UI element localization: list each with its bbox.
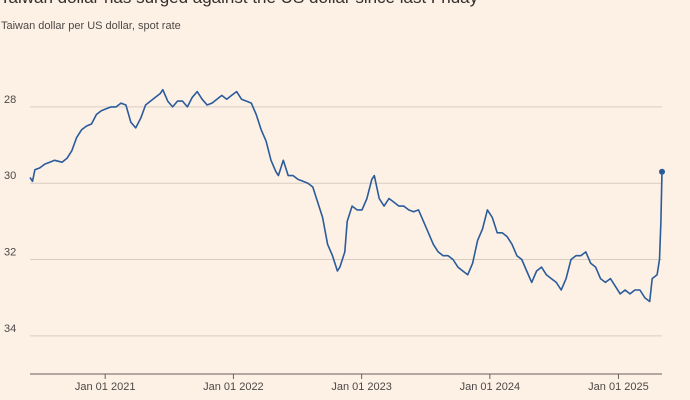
y-tick-label: 34	[4, 323, 16, 335]
x-axis: Jan 01 2021 Jan 01 2022 Jan 01 2023 Jan 01 …	[30, 373, 662, 393]
x-tick-label: Jan 01 2023	[331, 381, 392, 393]
y-axis: 28 30 32 34	[4, 94, 16, 335]
x-tick-label: Jan 01 2021	[75, 381, 136, 393]
gridlines	[30, 106, 662, 337]
x-tick-label: Jan 01 2025	[588, 381, 649, 393]
y-tick-label: 30	[4, 170, 16, 182]
last-point-marker	[659, 168, 665, 175]
x-tick-label: Jan 01 2022	[203, 381, 264, 393]
plot-area	[29, 88, 665, 303]
y-tick-label: 28	[4, 94, 16, 106]
chart-title: Taiwan dollar has surged against the US …	[0, 0, 690, 8]
x-tick-label: Jan 01 2024	[460, 381, 521, 393]
chart-subtitle: Taiwan dollar per US dollar, spot rate	[1, 20, 181, 32]
series-line	[29, 88, 663, 303]
y-tick-label: 32	[4, 247, 16, 259]
